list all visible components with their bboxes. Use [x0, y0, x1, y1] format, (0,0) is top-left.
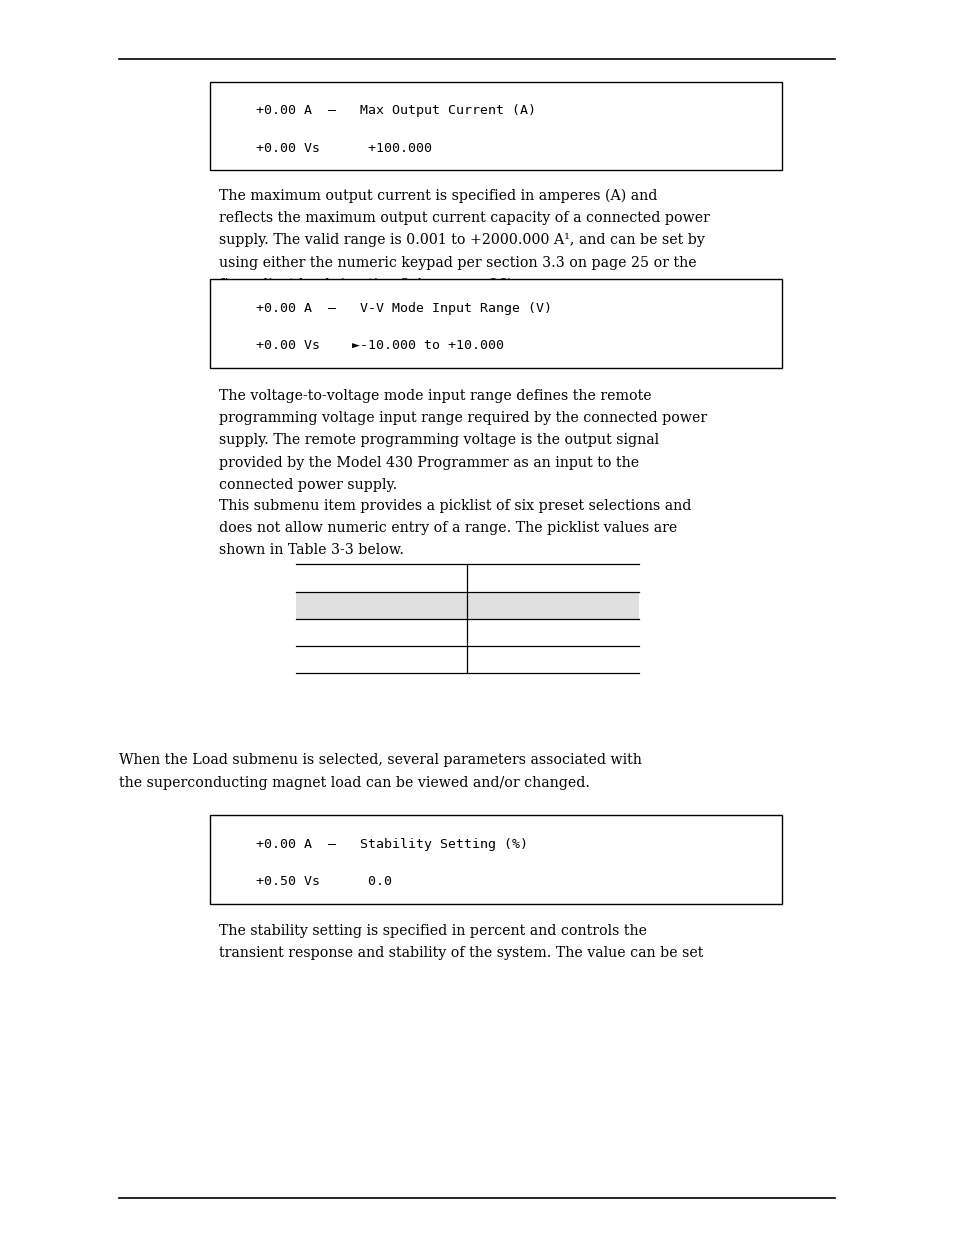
Text: +0.00 Vs    ►-10.000 to +10.000: +0.00 Vs ►-10.000 to +10.000 — [224, 340, 504, 352]
Text: programming voltage input range required by the connected power: programming voltage input range required… — [219, 411, 707, 425]
Text: +0.00 A  –   Max Output Current (A): +0.00 A – Max Output Current (A) — [224, 104, 536, 117]
Text: +0.00 Vs      +100.000: +0.00 Vs +100.000 — [224, 142, 432, 154]
Text: using either the numeric keypad per section 3.3 on page 25 or the: using either the numeric keypad per sect… — [219, 256, 697, 269]
Text: The stability setting is specified in percent and controls the: The stability setting is specified in pe… — [219, 924, 647, 937]
Text: +0.00 A  –   Stability Setting (%): +0.00 A – Stability Setting (%) — [224, 837, 528, 851]
Text: transient response and stability of the system. The value can be set: transient response and stability of the … — [219, 946, 703, 960]
Text: provided by the Model 430 Programmer as an input to the: provided by the Model 430 Programmer as … — [219, 456, 639, 469]
Text: +0.00 A  –   V-V Mode Input Range (V): +0.00 A – V-V Mode Input Range (V) — [224, 301, 552, 315]
Text: shown in Table 3-3 below.: shown in Table 3-3 below. — [219, 543, 404, 557]
Text: reflects the maximum output current capacity of a connected power: reflects the maximum output current capa… — [219, 211, 710, 225]
Text: supply. The valid range is 0.001 to +2000.000 A¹, and can be set by: supply. The valid range is 0.001 to +200… — [219, 233, 704, 247]
Text: connected power supply.: connected power supply. — [219, 478, 397, 492]
Text: does not allow numeric entry of a range. The picklist values are: does not allow numeric entry of a range.… — [219, 521, 677, 535]
FancyBboxPatch shape — [210, 82, 781, 170]
Text: The voltage-to-voltage mode input range defines the remote: The voltage-to-voltage mode input range … — [219, 389, 651, 403]
Text: When the Load submenu is selected, several parameters associated with: When the Load submenu is selected, sever… — [119, 753, 641, 767]
Text: This submenu item provides a picklist of six preset selections and: This submenu item provides a picklist of… — [219, 499, 691, 513]
Text: +0.50 Vs      0.0: +0.50 Vs 0.0 — [224, 876, 392, 888]
Text: The maximum output current is specified in amperes (A) and: The maximum output current is specified … — [219, 189, 658, 204]
FancyBboxPatch shape — [210, 279, 781, 368]
Text: fine adjust knob (section 3.4 on page 26).: fine adjust knob (section 3.4 on page 26… — [219, 278, 517, 293]
Text: the superconducting magnet load can be viewed and/or changed.: the superconducting magnet load can be v… — [119, 776, 590, 789]
Bar — [295, 592, 639, 619]
Text: supply. The remote programming voltage is the output signal: supply. The remote programming voltage i… — [219, 433, 659, 447]
FancyBboxPatch shape — [210, 815, 781, 904]
